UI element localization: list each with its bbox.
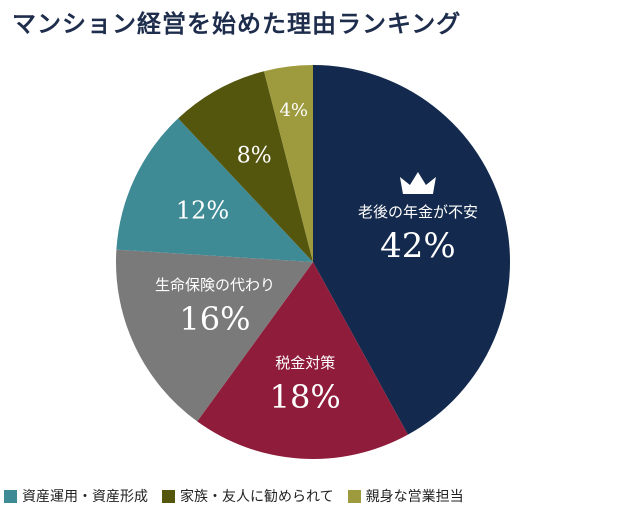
- slice-label: 税金対策: [275, 354, 335, 372]
- chart-legend: 資産運用・資産形成 家族・友人に勧められて 親身な営業担当: [0, 484, 625, 508]
- legend-label: 資産運用・資産形成: [22, 489, 148, 505]
- legend-label: 親身な営業担当: [365, 489, 464, 505]
- pie-chart: 老後の年金が不安 42% 税金対策 18% 生命保険の代わり 16% 12% 8% 4%: [116, 65, 510, 459]
- slice-label: 生命保険の代わり: [155, 276, 275, 294]
- slice-value-label: 12%: [176, 196, 229, 224]
- legend-label: 家族・友人に勧められて: [180, 489, 334, 505]
- legend-swatch: [162, 489, 175, 503]
- pie-slice: [116, 118, 313, 262]
- slice-value-label: 8%: [237, 144, 272, 169]
- pie-slice: [197, 262, 408, 459]
- slice-label: 老後の年金が不安: [358, 203, 478, 221]
- slice-value-label: 16%: [179, 300, 250, 338]
- slice-value-label: 4%: [279, 100, 308, 121]
- slice-value-label: 42%: [380, 226, 456, 266]
- chart-title: マンション経営を始めた理由ランキング: [12, 9, 462, 38]
- legend-swatch: [347, 489, 361, 503]
- legend-item-asset-management: 資産運用・資産形成: [4, 486, 148, 506]
- legend-item-recommended: 家族・友人に勧められて: [162, 486, 334, 506]
- pie-slice: [313, 65, 510, 435]
- pie-slice: [116, 249, 313, 422]
- pie-slice: [178, 71, 313, 262]
- legend-item-sales-rep: 親身な営業担当: [347, 486, 464, 506]
- crown-icon: [399, 172, 436, 195]
- legend-swatch: [4, 489, 17, 503]
- pie-slice: [264, 65, 313, 262]
- slice-value-label: 18%: [270, 378, 341, 416]
